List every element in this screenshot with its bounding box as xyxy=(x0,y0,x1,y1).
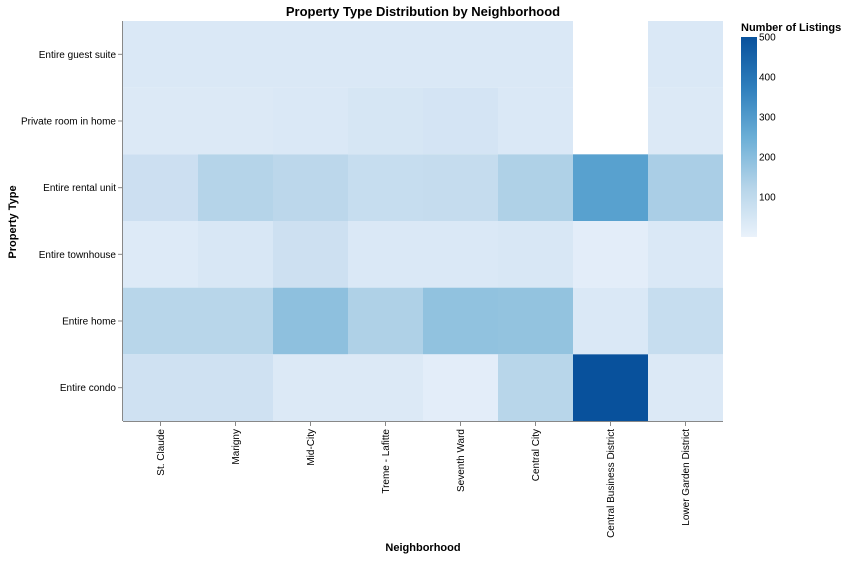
heatmap-cell xyxy=(273,221,348,288)
heatmap-cell xyxy=(123,87,198,155)
legend-tick-label: 500 xyxy=(759,33,776,44)
x-axis-title: Neighborhood xyxy=(385,542,460,554)
chart-title: Property Type Distribution by Neighborho… xyxy=(286,4,560,19)
y-tick-label: Entire rental unit xyxy=(43,183,116,194)
heatmap-cell xyxy=(573,354,648,421)
heatmap-cell xyxy=(573,154,648,221)
heatmap-cell xyxy=(273,154,348,221)
heatmap-cell xyxy=(648,287,723,355)
heatmap-cell xyxy=(423,221,498,288)
y-tick-label: Entire condo xyxy=(60,383,117,394)
heatmap-cell xyxy=(123,354,198,421)
y-tick-label: Entire home xyxy=(62,317,116,328)
x-tick-label: St. Claude xyxy=(156,429,167,476)
heatmap-cell xyxy=(123,154,198,221)
heatmap-cell xyxy=(123,21,198,88)
heatmap-cell xyxy=(648,154,723,221)
y-axis-title: Property Type xyxy=(7,185,19,258)
y-tick-label: Entire townhouse xyxy=(39,250,117,261)
heatmap-cell xyxy=(648,221,723,288)
x-tick-label: Seventh Ward xyxy=(456,429,467,492)
heatmap-cell xyxy=(498,221,573,288)
legend-ticks: 100 200 300 400 500 xyxy=(759,33,776,204)
x-tick-label: Central City xyxy=(531,429,542,481)
heatmap-cell xyxy=(498,21,573,88)
heatmap-cell xyxy=(498,87,573,155)
heatmap-cell xyxy=(648,354,723,421)
heatmap-cell xyxy=(273,87,348,155)
heatmap-cell xyxy=(573,221,648,288)
heatmap-cell xyxy=(498,287,573,355)
heatmap-cell xyxy=(423,87,498,155)
x-tick-label: Treme - Lafitte xyxy=(381,429,392,494)
heatmap-cell xyxy=(348,287,423,355)
y-axis: Entire guest suite Private room in home En… xyxy=(21,21,123,421)
x-tick-label: Central Business District xyxy=(606,429,617,538)
heatmap-cell xyxy=(348,354,423,421)
x-tick-label: Mid-City xyxy=(306,429,317,466)
x-tick-label: Marigny xyxy=(231,429,242,465)
heatmap-cell xyxy=(273,287,348,355)
heatmap-cell xyxy=(423,354,498,421)
heatmap-cell xyxy=(198,354,273,421)
heatmap-cell xyxy=(273,21,348,88)
y-tick-label: Private room in home xyxy=(21,117,116,128)
legend-tick-label: 300 xyxy=(759,113,776,124)
heatmap-cell xyxy=(498,354,573,421)
heatmap-cell xyxy=(123,287,198,355)
heatmap-cell xyxy=(198,87,273,155)
heatmap-cell xyxy=(648,87,723,155)
y-tick-label: Entire guest suite xyxy=(39,50,117,61)
heatmap-cell xyxy=(348,154,423,221)
heatmap-cell xyxy=(648,21,723,88)
heatmap-cell xyxy=(573,287,648,355)
heatmap-cell xyxy=(348,21,423,88)
heatmap-cell xyxy=(423,21,498,88)
heatmap-cell xyxy=(498,154,573,221)
x-axis: St. Claude Marigny Mid-City Treme - Lafitte… xyxy=(123,421,723,538)
heatmap-cell xyxy=(348,87,423,155)
heatmap-cell xyxy=(423,287,498,355)
heatmap-cell xyxy=(348,221,423,288)
heatmap-cell xyxy=(198,287,273,355)
heatmap-cell xyxy=(198,221,273,288)
heatmap-cell xyxy=(198,154,273,221)
heatmap-cell xyxy=(423,154,498,221)
legend-tick-label: 100 xyxy=(759,193,776,204)
heatmap-cell xyxy=(198,21,273,88)
x-tick-label: Lower Garden District xyxy=(681,429,692,526)
legend-tick-label: 400 xyxy=(759,73,776,84)
color-legend: Number of Listings 100 200 300 400 500 xyxy=(741,22,841,237)
heatmap-cell xyxy=(273,354,348,421)
legend-title: Number of Listings xyxy=(741,22,841,34)
legend-gradient-bar xyxy=(741,37,757,237)
legend-tick-label: 200 xyxy=(759,153,776,164)
heatmap-cell xyxy=(123,221,198,288)
heatmap-cells xyxy=(123,21,723,421)
